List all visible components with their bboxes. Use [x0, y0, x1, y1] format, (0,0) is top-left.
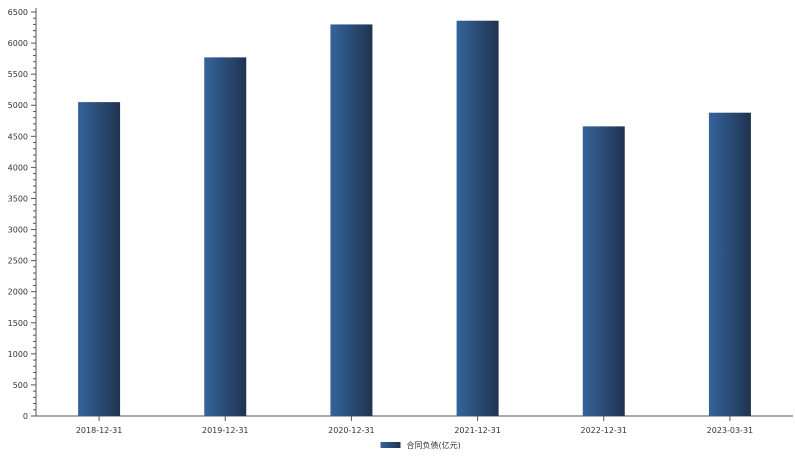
- y-tick-label: 0: [23, 412, 28, 421]
- legend: 合同负债(亿元): [380, 440, 461, 450]
- bar[interactable]: [582, 126, 625, 417]
- bar[interactable]: [78, 102, 121, 416]
- y-tick-label: 5000: [8, 101, 28, 110]
- y-tick-label: 4500: [8, 132, 28, 141]
- y-tick-label: 4000: [8, 163, 28, 172]
- y-tick-label: 6000: [8, 39, 28, 48]
- x-axis: 2018-12-31 2019-12-31 2020-12-31 2021-12-31…: [36, 415, 793, 435]
- y-tick-label: 2000: [8, 288, 28, 297]
- y-tick-label: 5500: [8, 70, 28, 79]
- bar[interactable]: [456, 20, 499, 416]
- x-tick-label: 2019-12-31: [202, 426, 249, 435]
- bar[interactable]: [708, 112, 751, 416]
- y-tick-label: 1000: [8, 350, 28, 359]
- y-tick-label: 2500: [8, 257, 28, 266]
- y-tick-label: 3000: [8, 226, 28, 235]
- y-tick-label: 6500: [8, 8, 28, 17]
- y-tick-label: 500: [13, 381, 28, 390]
- y-axis: 0 500 1000 1500 2000 2500 3000 3500 4000 4500 5000…: [8, 8, 37, 421]
- y-tick-label: 3500: [8, 194, 28, 203]
- bars: [78, 20, 751, 417]
- x-tick-label: 2021-12-31: [454, 426, 501, 435]
- legend-swatch[interactable]: [380, 442, 401, 448]
- bar[interactable]: [330, 24, 373, 417]
- x-tick-label: 2018-12-31: [76, 426, 123, 435]
- legend-label[interactable]: 合同负债(亿元): [407, 440, 461, 450]
- y-tick-label: 1500: [8, 319, 28, 328]
- bar[interactable]: [204, 57, 247, 416]
- x-tick-label: 2022-12-31: [581, 426, 628, 435]
- x-tick-label: 2023-03-31: [707, 426, 754, 435]
- x-tick-label: 2020-12-31: [328, 426, 375, 435]
